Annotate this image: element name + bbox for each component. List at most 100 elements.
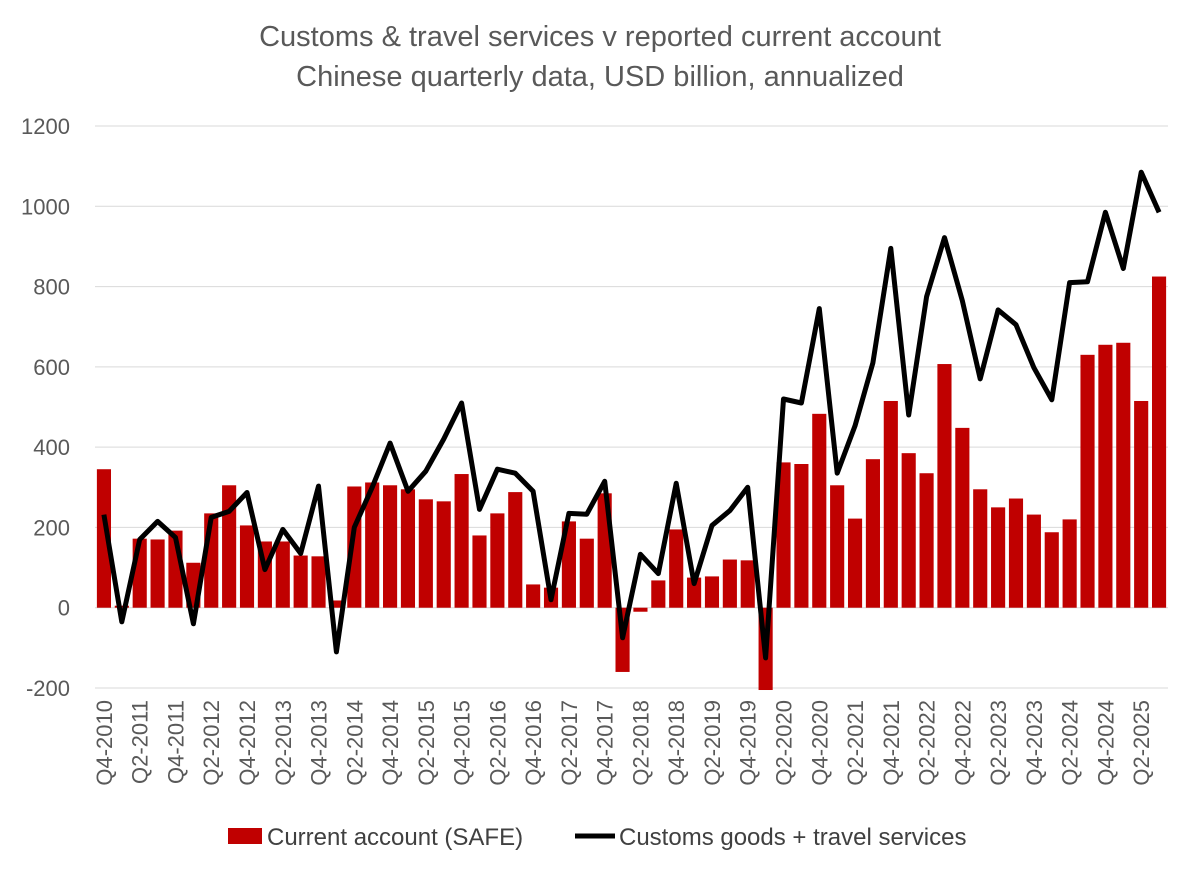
x-tick-label: Q2-2024: [1058, 700, 1083, 786]
legend-line-label: Customs goods + travel services: [619, 824, 966, 851]
x-tick-label: Q2-2023: [986, 700, 1011, 786]
x-tick-label: Q4-2018: [664, 700, 689, 786]
bar-Q4-2015: [454, 474, 469, 608]
x-tick-label: Q4-2011: [163, 700, 188, 784]
bar-Q1-2023: [973, 489, 988, 608]
bar-Q4-2024: [1098, 344, 1113, 608]
y-axis: -200 0 200 400 600 800 1000 1200: [21, 114, 70, 701]
bar-Q1-2022: [901, 453, 916, 608]
x-tick-label: Q4-2015: [450, 700, 475, 786]
bar-Q4-2010: [96, 469, 112, 608]
bar-Q1-2024: [1044, 532, 1059, 608]
bar-Q2-2016: [490, 513, 505, 608]
chart-subtitle: Chinese quarterly data, USD billion, ann…: [296, 61, 904, 93]
bar-Q1-2015: [400, 489, 416, 608]
bar-Q1-2014: [329, 600, 344, 608]
x-tick-label: Q2-2021: [843, 700, 868, 786]
x-axis: Q4-2010 Q2-2011 Q4-2011 Q2-2012 Q4-2012 Q2-20…: [92, 700, 1154, 786]
bar-Q4-2018: [669, 529, 684, 608]
y-tick-label: 200: [33, 515, 70, 540]
y-tick-label: 0: [58, 596, 70, 621]
bar-Q2-2013: [275, 541, 290, 608]
y-tick-label: 600: [33, 355, 70, 380]
x-tick-label: Q2-2016: [485, 700, 510, 786]
x-tick-label: Q2-2018: [628, 700, 653, 786]
bar-Q4-2023: [1026, 514, 1041, 608]
bar-Q2-2015: [418, 499, 433, 608]
bar-Q2-2021: [847, 518, 863, 608]
line-customs-goods-travel: [101, 169, 1162, 661]
x-tick-label: Q4-2019: [736, 700, 761, 786]
bar-Q1-2025: [1116, 342, 1131, 608]
bar-Q3-2024: [1080, 354, 1095, 608]
bar-Q1-2016: [472, 535, 487, 608]
bar-Q4-2019: [740, 560, 755, 608]
bar-Q2-2017: [561, 521, 576, 608]
bar-Q4-2012: [239, 525, 255, 608]
x-tick-label: Q4-2022: [950, 700, 975, 786]
bar-Q4-2021: [883, 400, 898, 608]
x-tick-label: Q4-2016: [521, 700, 546, 786]
bar-Q4-2022: [955, 427, 970, 608]
legend-bar-swatch: [228, 828, 262, 844]
bar-Q3-2013: [293, 555, 308, 608]
x-tick-label: Q2-2013: [271, 700, 296, 786]
y-tick-label: -200: [26, 676, 70, 701]
x-tick-label: Q4-2021: [879, 700, 904, 786]
bar-Q1-2021: [830, 485, 845, 608]
bar-Q3-2021: [865, 459, 880, 608]
y-tick-label: 1000: [21, 194, 70, 219]
bar-Q1-2011: [114, 605, 129, 608]
x-tick-label: Q4-2014: [378, 700, 403, 786]
x-tick-label: Q2-2020: [772, 700, 797, 786]
gridlines: [95, 125, 1168, 689]
x-tick-label: Q2-2012: [199, 700, 224, 786]
x-tick-label: Q2-2015: [414, 700, 439, 786]
bar-Q2-2025: [1134, 400, 1149, 608]
x-tick-label: Q4-2023: [1022, 700, 1047, 786]
bar-Q3-2014: [365, 482, 380, 608]
bar-Q2-2022: [919, 473, 934, 608]
chart-title: Customs & travel services v reported cur…: [259, 21, 941, 53]
bar-Q4-2020: [812, 413, 827, 608]
x-tick-label: Q2-2019: [700, 700, 725, 786]
legend-bar-label: Current account (SAFE): [267, 824, 523, 851]
x-tick-label: Q4-2013: [307, 700, 332, 786]
bar-Q3-2015: [436, 501, 451, 608]
bar-Q3-2017: [579, 538, 594, 608]
bar-Q4-2016: [526, 584, 541, 608]
bar-Q2-2019: [704, 576, 720, 608]
bar-Q3-2023: [1008, 498, 1024, 608]
bar-Q3-2019: [722, 559, 737, 608]
x-tick-label: Q4-2010: [92, 700, 117, 786]
bar-Q3-2012: [222, 485, 237, 608]
bars-current-account: [96, 276, 1167, 691]
x-tick-label: Q2-2011: [128, 700, 153, 784]
y-tick-label: 400: [33, 435, 70, 460]
bar-Q3-2025: [1151, 276, 1167, 608]
bar-Q4-2013: [311, 556, 326, 608]
x-tick-label: Q2-2022: [915, 700, 940, 786]
x-tick-label: Q2-2014: [342, 700, 367, 786]
bar-Q2-2024: [1062, 519, 1077, 608]
bar-Q3-2011: [150, 539, 165, 608]
bar-Q1-2019: [687, 577, 702, 608]
x-tick-label: Q4-2012: [235, 700, 260, 786]
x-tick-label: Q4-2017: [593, 700, 618, 786]
y-tick-label: 1200: [21, 114, 70, 139]
bar-Q4-2014: [383, 485, 398, 608]
bar-Q3-2022: [937, 364, 952, 608]
legend: Current account (SAFE) Customs goods + t…: [228, 824, 966, 851]
x-tick-label: Q2-2017: [557, 700, 582, 786]
bar-Q2-2023: [991, 507, 1006, 608]
bar-Q2-2020: [776, 462, 791, 608]
bar-Q3-2018: [651, 580, 666, 608]
bar-Q2-2018: [633, 607, 648, 612]
bar-Q3-2020: [794, 464, 809, 608]
x-tick-label: Q4-2020: [807, 700, 832, 786]
bar-Q3-2016: [508, 492, 523, 608]
x-tick-label: Q4-2024: [1093, 700, 1118, 786]
y-tick-label: 800: [33, 275, 70, 300]
x-tick-label: Q2-2025: [1129, 700, 1154, 786]
